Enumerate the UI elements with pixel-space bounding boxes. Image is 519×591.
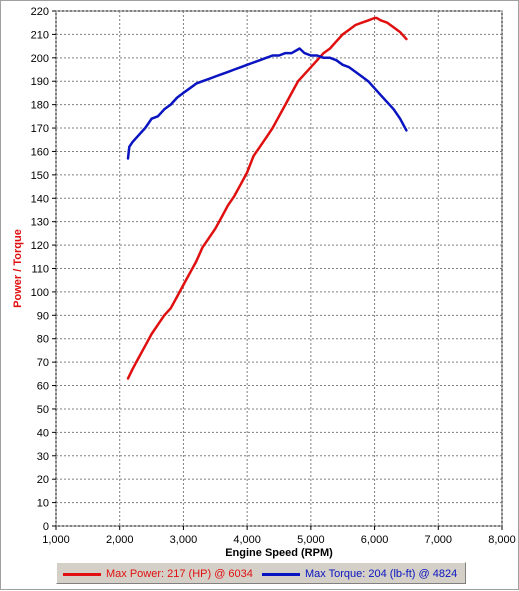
x-tick-label: 8,000 (488, 534, 516, 546)
y-tick-label: 120 (31, 240, 49, 252)
legend-item-power: Max Power: 217 (HP) @ 6034 (63, 567, 253, 581)
x-tick-label: 1,000 (42, 534, 70, 546)
x-tick-label: 2,000 (106, 534, 134, 546)
legend-swatch-power (63, 572, 101, 576)
y-tick-label: 190 (31, 76, 49, 88)
legend: Max Power: 217 (HP) @ 6034 Max Torque: 2… (56, 562, 466, 584)
x-axis-title: Engine Speed (RPM) (225, 547, 333, 559)
y-tick-label: 30 (37, 451, 49, 463)
y-tick-label: 70 (37, 357, 49, 369)
y-tick-label: 200 (31, 53, 49, 65)
y-tick-label: 130 (31, 217, 49, 229)
legend-swatch-torque (262, 572, 300, 576)
y-axis-title: Power / Torque (12, 229, 24, 308)
y-tick-label: 180 (31, 100, 49, 112)
x-tick-label: 3,000 (170, 534, 198, 546)
x-tick-label: 5,000 (297, 534, 325, 546)
y-tick-label: 90 (37, 310, 49, 322)
grid-lines (55, 10, 503, 527)
y-tick-label: 160 (31, 146, 49, 158)
y-tick-label: 150 (31, 170, 49, 182)
legend-item-torque: Max Torque: 204 (lb-ft) @ 4824 (262, 567, 457, 581)
y-tick-label: 170 (31, 123, 49, 135)
y-tick-label: 50 (37, 404, 49, 416)
y-tick-label: 60 (37, 381, 49, 393)
plot-area (55, 10, 503, 527)
y-tick-label: 10 (37, 498, 49, 510)
x-tick-label: 6,000 (361, 534, 389, 546)
y-tick-label: 40 (37, 427, 49, 439)
y-tick-label: 210 (31, 29, 49, 41)
series-lines (126, 16, 408, 380)
y-tick-label: 110 (31, 264, 49, 276)
x-tick-label: 7,000 (425, 534, 453, 546)
x-tick-label: 4,000 (233, 534, 261, 546)
legend-label-torque: Max Torque: 204 (lb-ft) @ 4824 (305, 568, 458, 580)
legend-label-power: Max Power: 217 (HP) @ 6034 (106, 568, 253, 580)
axes: 0 10 20 30 40 50 60 70 80 90 100 110 120 130 140 150 160… (31, 6, 516, 546)
y-tick-label: 100 (31, 287, 49, 299)
y-tick-label: 20 (37, 474, 49, 486)
series-line-torque (126, 47, 408, 160)
y-tick-label: 0 (43, 521, 49, 533)
y-tick-label: 140 (31, 193, 49, 205)
y-tick-label: 220 (31, 6, 49, 18)
y-tick-label: 80 (37, 334, 49, 346)
series-line-power (126, 16, 408, 380)
